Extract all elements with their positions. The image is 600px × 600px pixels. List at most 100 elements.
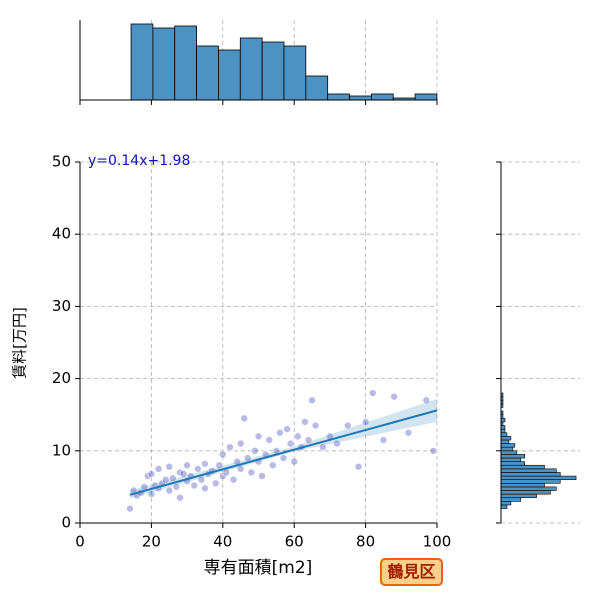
scatter-point <box>265 436 274 444</box>
scatter-point <box>183 461 191 470</box>
scatter-point <box>211 479 220 488</box>
badge-label: 鶴見区 <box>387 562 435 581</box>
hist-bar <box>500 482 545 488</box>
y-tick-label: 0 <box>61 514 71 532</box>
hist-bar <box>500 443 516 448</box>
hist-bar <box>196 45 219 101</box>
hist-bar <box>500 446 514 452</box>
hist-bar <box>500 461 526 466</box>
hist-bar <box>500 472 561 477</box>
hist-bar <box>152 27 176 101</box>
scatter-point <box>147 470 156 478</box>
hist-bar <box>218 49 241 101</box>
scatter-point <box>290 457 299 466</box>
scatter-point <box>354 462 363 471</box>
scatter-point <box>361 418 370 426</box>
scatter-point <box>404 428 413 437</box>
scatter-point <box>169 474 177 483</box>
scatter-point <box>190 481 199 490</box>
scatter-point <box>176 493 184 502</box>
hist-bar <box>500 439 510 444</box>
scatter-point <box>304 436 313 444</box>
y-tick-label: 40 <box>52 225 71 243</box>
x-tick-label: 20 <box>142 533 161 551</box>
scatter-point <box>258 472 266 480</box>
hist-bar <box>130 23 154 101</box>
fit-equation: y=0.14x+1.98 <box>88 153 190 169</box>
scatter-point <box>311 421 320 430</box>
hist-bar <box>349 95 372 101</box>
scatter-point <box>126 504 134 513</box>
scatter-point <box>165 462 174 471</box>
hist-bar <box>500 428 506 434</box>
scatter-point <box>283 425 291 433</box>
scatter-point <box>429 446 438 455</box>
y-tick-label: 30 <box>52 297 71 315</box>
scatter-point <box>240 414 249 423</box>
scatter-point <box>379 436 388 444</box>
hist-bar <box>500 479 561 484</box>
scatter-point <box>247 468 256 477</box>
scatter-point <box>422 396 431 405</box>
scatter-point <box>201 484 209 493</box>
confidence-band <box>129 398 438 499</box>
scatter-point <box>318 443 327 451</box>
hist-bar <box>500 425 506 430</box>
scatter-point <box>165 486 174 495</box>
hist-bar <box>500 450 518 455</box>
y-tick-label: 50 <box>52 153 71 171</box>
scatter-point <box>154 465 163 473</box>
hist-bar <box>261 41 285 101</box>
scatter-point <box>194 465 202 473</box>
scatter-point <box>343 421 352 430</box>
scatter-point <box>293 432 302 441</box>
scatter-point <box>368 389 377 397</box>
scatter-point <box>147 490 156 498</box>
scatter-point <box>226 443 234 451</box>
scatter-point <box>268 461 277 470</box>
hist-bar <box>500 493 537 499</box>
scatter-point <box>390 392 398 401</box>
y-tick-label: 20 <box>52 369 71 387</box>
y-axis-label: 賃料[万円] <box>11 307 29 379</box>
hist-bar <box>500 486 557 491</box>
scatter-point <box>301 418 309 426</box>
hist-bar <box>500 464 545 470</box>
scatter-point <box>276 428 284 437</box>
x-tick-label: 60 <box>285 533 304 551</box>
hist-bar <box>500 468 557 473</box>
scatter-point <box>308 396 316 405</box>
scatter-point <box>215 461 224 470</box>
y-tick-label: 10 <box>52 441 71 459</box>
scatter-point <box>172 483 181 491</box>
hist-bar <box>500 418 506 423</box>
scatter-point <box>286 439 295 448</box>
hist-bar <box>414 93 438 101</box>
hist-bar <box>370 93 394 101</box>
hist-bar <box>327 93 350 101</box>
hist-bar <box>174 25 197 101</box>
x-tick-label: 80 <box>356 533 375 551</box>
x-tick-label: 0 <box>75 533 85 551</box>
scatter-point <box>254 432 263 441</box>
hist-bar <box>500 490 551 495</box>
scatter-point <box>236 439 245 448</box>
scatter-point <box>279 454 288 462</box>
scatter-point <box>229 475 238 484</box>
hist-bar <box>500 497 522 502</box>
hist-bar <box>500 504 508 509</box>
hist-bar <box>239 37 263 101</box>
scatter-point <box>251 446 259 455</box>
scatter-point <box>144 472 152 480</box>
hist-bar <box>500 432 508 437</box>
scatter-point <box>333 439 341 448</box>
x-tick-label: 100 <box>423 533 452 551</box>
hist-bar <box>500 457 522 462</box>
scatter-point <box>219 450 227 459</box>
hist-bar <box>500 454 526 459</box>
scatter-point <box>201 459 209 468</box>
fit-line <box>129 409 438 496</box>
hist-bar <box>500 475 577 480</box>
x-tick-label: 40 <box>213 533 232 551</box>
